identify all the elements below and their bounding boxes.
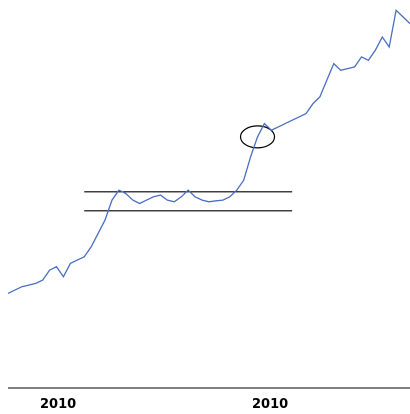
x-tick-label: 2010 bbox=[40, 397, 76, 412]
annotations-layer bbox=[84, 125, 293, 212]
breakout-ellipse bbox=[239, 125, 276, 149]
x-tick-label: 2010 bbox=[252, 397, 288, 412]
price-line bbox=[7, 9, 410, 294]
